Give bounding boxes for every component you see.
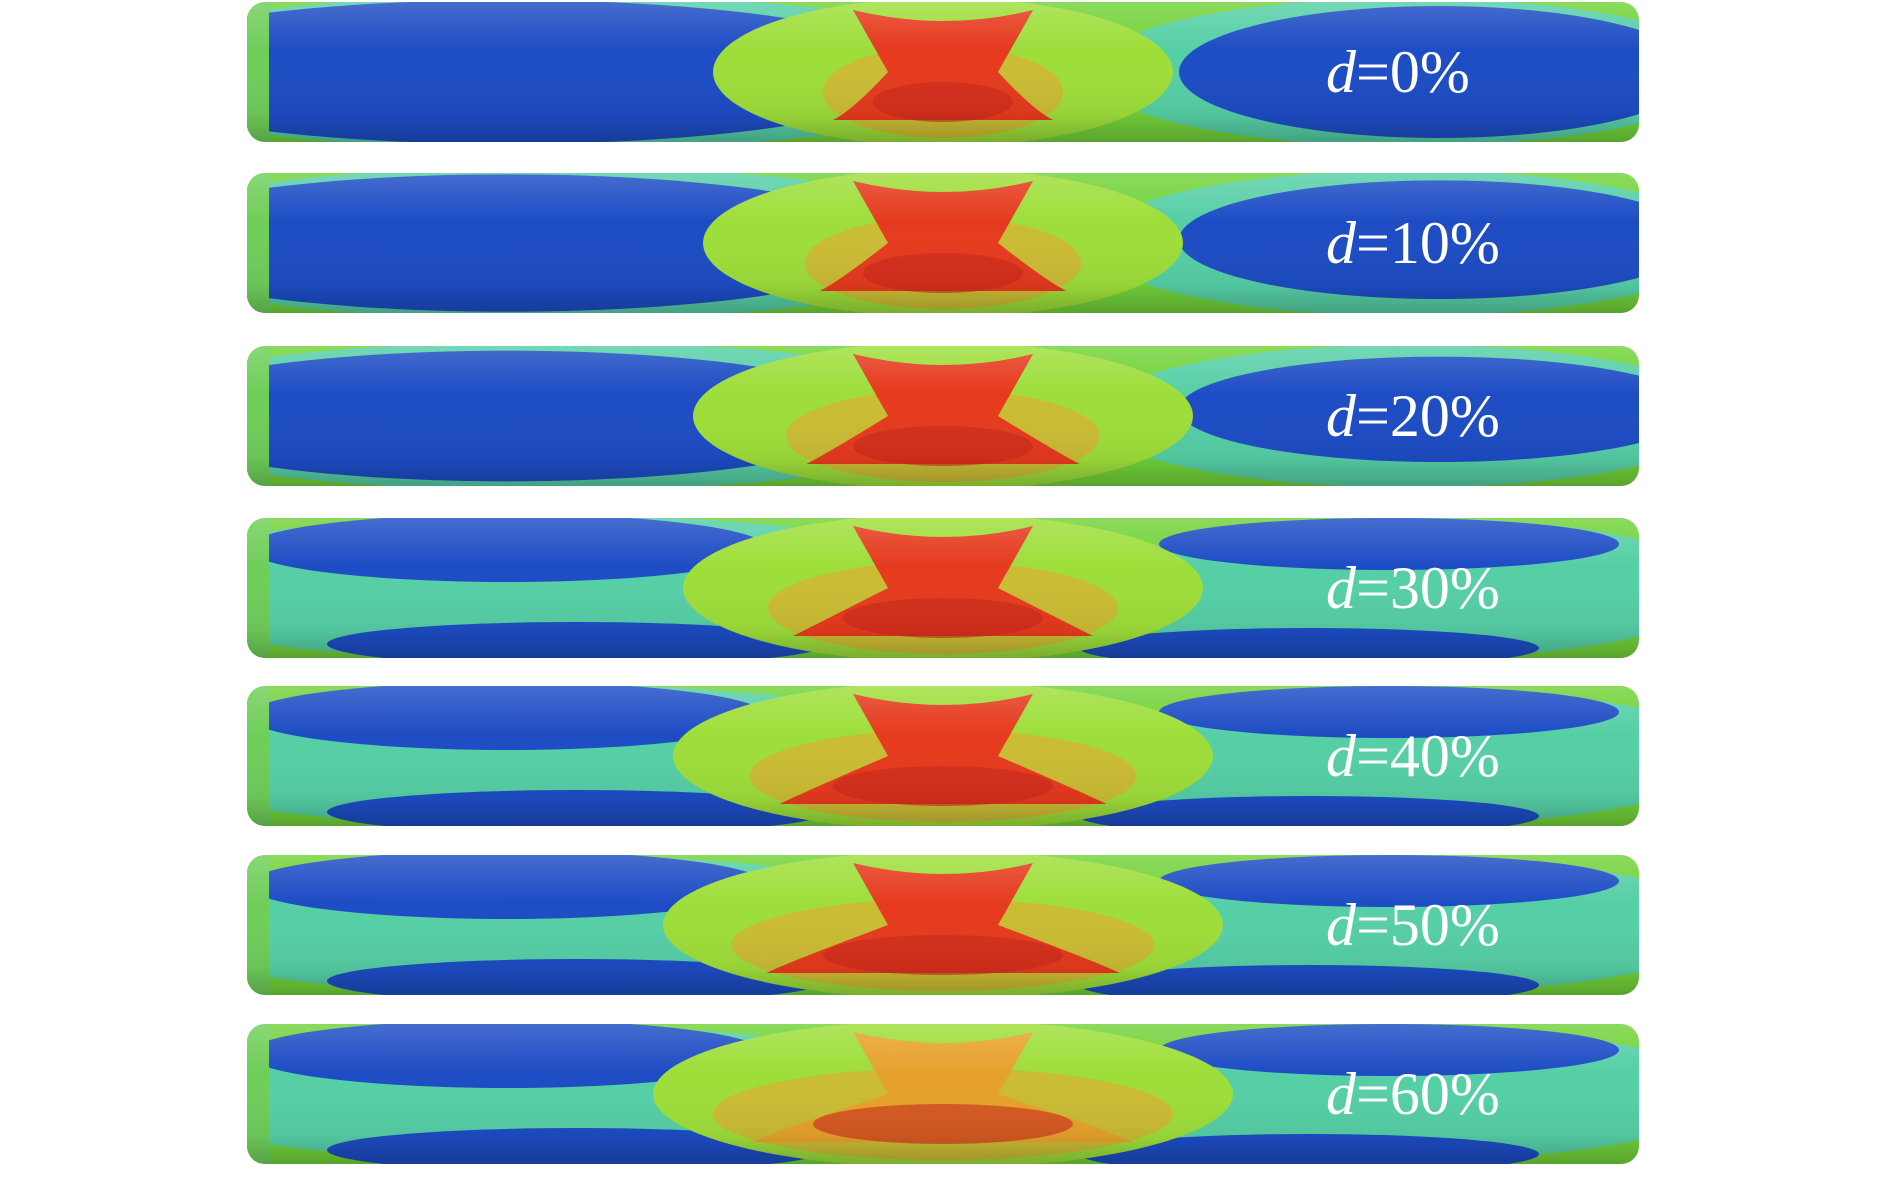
- tube-shade: [247, 346, 1639, 486]
- tube: [247, 173, 1639, 313]
- label-variable: d: [1326, 723, 1357, 789]
- label-value: =50%: [1356, 892, 1500, 958]
- panel-label: d=50%: [1326, 892, 1500, 958]
- panel-label: d=0%: [1326, 39, 1470, 105]
- label-value: =20%: [1356, 383, 1500, 449]
- label-variable: d: [1326, 210, 1357, 276]
- tube-shade: [247, 686, 1639, 826]
- label-value: =0%: [1356, 39, 1470, 105]
- tube: [247, 346, 1639, 486]
- tube: [247, 686, 1639, 826]
- tube-shade: [247, 518, 1639, 658]
- panel-label: d=30%: [1326, 555, 1500, 621]
- label-value: =30%: [1356, 555, 1500, 621]
- panel-label: d=20%: [1326, 383, 1500, 449]
- tube-shade: [247, 1024, 1639, 1164]
- tube-shade: [247, 2, 1639, 142]
- label-variable: d: [1326, 555, 1357, 621]
- tube-shade: [247, 855, 1639, 995]
- tube: [247, 2, 1639, 142]
- panel-label: d=10%: [1326, 210, 1500, 276]
- tube: [247, 855, 1639, 995]
- tube: [247, 1024, 1639, 1164]
- label-variable: d: [1326, 892, 1357, 958]
- label-variable: d: [1326, 39, 1357, 105]
- panel-label: d=60%: [1326, 1061, 1500, 1127]
- label-value: =40%: [1356, 723, 1500, 789]
- label-value: =10%: [1356, 210, 1500, 276]
- panel-label: d=40%: [1326, 723, 1500, 789]
- tube: [247, 518, 1639, 658]
- label-value: =60%: [1356, 1061, 1500, 1127]
- tube-shade: [247, 173, 1639, 313]
- label-variable: d: [1326, 1061, 1357, 1127]
- label-variable: d: [1326, 383, 1357, 449]
